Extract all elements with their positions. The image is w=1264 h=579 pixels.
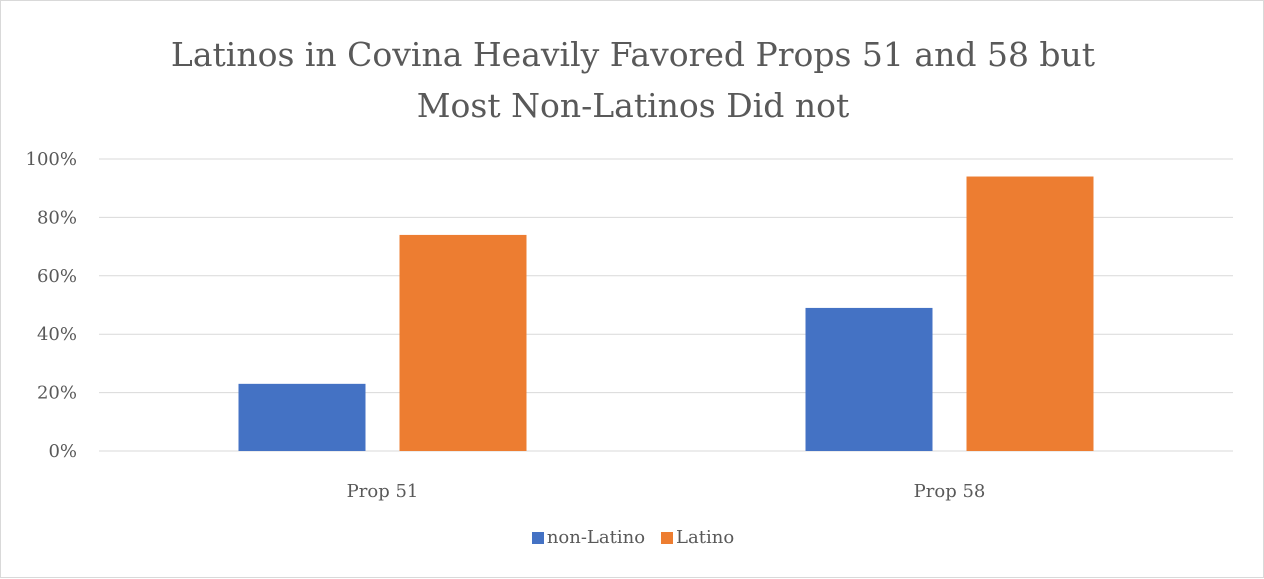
x-tick-label: Prop 58 <box>914 481 986 502</box>
bar-latino-prop-51 <box>399 234 527 451</box>
bar-latino-prop-58 <box>966 176 1094 451</box>
y-tick-label: 20% <box>37 383 77 404</box>
legend-label-non-latino: non-Latino <box>546 527 646 548</box>
chart-title-line-2: Most Non-Latinos Did not <box>416 86 850 125</box>
x-tick-label: Prop 51 <box>347 481 419 502</box>
legend-label-latino: Latino <box>676 527 735 548</box>
bar-non-latino-prop-58 <box>805 307 933 451</box>
y-tick-label: 100% <box>26 149 77 170</box>
bar-non-latino-prop-51 <box>238 383 366 451</box>
legend-swatch-non-latino <box>531 531 544 544</box>
y-tick-label: 80% <box>37 207 77 228</box>
y-tick-label: 60% <box>37 266 77 287</box>
y-tick-label: 40% <box>37 324 77 345</box>
legend-item-non-latino: non-Latino <box>531 527 646 548</box>
chart-title: Latinos in Covina Heavily Favored Props … <box>1 29 1264 131</box>
chart-title-line-1: Latinos in Covina Heavily Favored Props … <box>170 35 1096 74</box>
legend: non-Latino Latino <box>1 527 1264 548</box>
legend-swatch-latino <box>661 531 674 544</box>
y-tick-label: 0% <box>48 441 77 462</box>
legend-item-latino: Latino <box>661 527 734 548</box>
